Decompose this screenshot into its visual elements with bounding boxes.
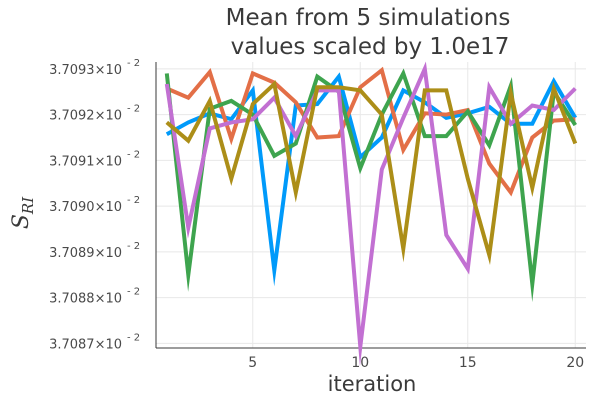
y-tick-label-4: 3.7091×10: [49, 154, 122, 169]
y-axis-label-subscript: RI: [19, 196, 37, 215]
y-tick-exponent-2: - 2: [127, 241, 140, 252]
y-tick-label-3: 3.7090×10: [49, 200, 122, 215]
y-tick-exponent-6: - 2: [127, 58, 140, 69]
y-tick-exponent-5: - 2: [127, 104, 140, 115]
y-tick-exponent-4: - 2: [127, 149, 140, 160]
y-tick-label-6: 3.7093×10: [49, 63, 122, 78]
y-tick-label-5: 3.7092×10: [49, 109, 122, 124]
x-axis-label: iteration: [328, 372, 417, 396]
y-tick-labels: 3.7087×10 - 2 3.7088×10 - 2 3.7089×10 - 2 3.70…: [49, 58, 140, 353]
y-tick-label-0: 3.7087×10: [49, 337, 122, 352]
axes: [155, 62, 586, 349]
series-line-5: [165, 80, 578, 265]
y-axis-label-main: S: [9, 214, 34, 229]
y-axis-label: SRI: [9, 196, 37, 229]
series-line-3: [164, 68, 577, 303]
chart-title-line1: Mean from 5 simulations: [226, 5, 511, 31]
x-tick-label-15: 15: [459, 355, 477, 371]
x-tick-label-20: 20: [566, 355, 584, 371]
y-tick-exponent-1: - 2: [127, 287, 140, 298]
y-tick-exponent-0: - 2: [127, 332, 140, 343]
x-tick-label-5: 5: [248, 355, 257, 371]
y-tick-label-2: 3.7089×10: [49, 246, 122, 261]
chart-title-line2: values scaled by 1.0e17: [231, 34, 510, 60]
y-tick-exponent-3: - 2: [127, 195, 140, 206]
x-tick-labels: 5 10 15 20: [248, 355, 584, 371]
series-line-2: [166, 66, 576, 197]
y-tick-label-1: 3.7088×10: [49, 292, 122, 307]
series-lines: [164, 61, 578, 367]
